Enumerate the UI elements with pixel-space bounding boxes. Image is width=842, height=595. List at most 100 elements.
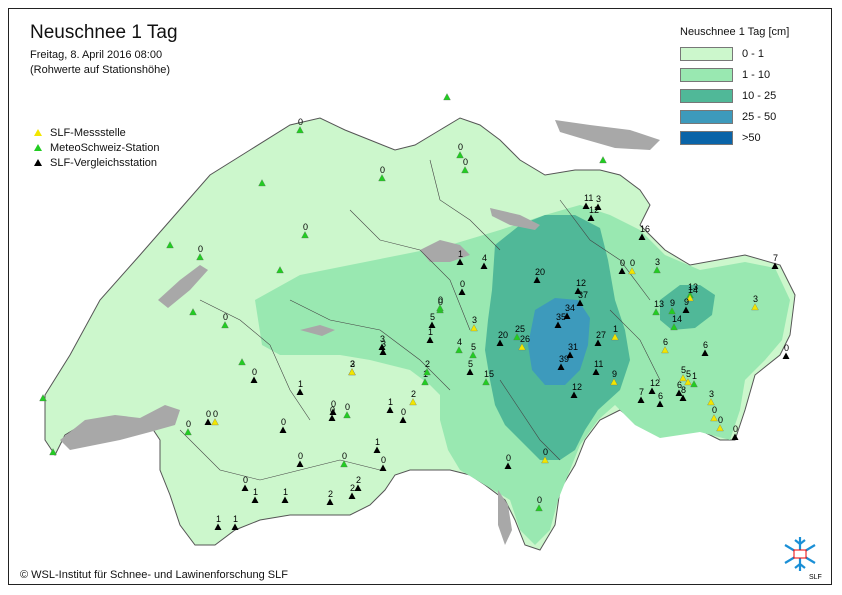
station-value: 35 <box>556 312 566 322</box>
station-marker <box>656 400 664 407</box>
station-marker <box>378 343 386 350</box>
station-value: 0 <box>463 157 468 167</box>
station-value: 0 <box>223 312 228 322</box>
station-marker <box>504 462 512 469</box>
station-value: 6 <box>663 337 668 347</box>
station-value: 0 <box>380 165 385 175</box>
station-value: 2 <box>425 359 430 369</box>
lake-lucerne <box>420 240 470 262</box>
station-marker <box>276 266 284 274</box>
station-marker <box>731 433 739 440</box>
station-value: 1 <box>253 487 258 497</box>
station-marker <box>343 411 351 419</box>
station-value: 0 <box>401 407 406 417</box>
station-marker <box>328 414 336 421</box>
station-legend-item: MeteoSchweiz-Station <box>34 140 159 155</box>
station-value: 0 <box>252 367 257 377</box>
station-marker <box>533 276 541 283</box>
station-marker <box>251 496 259 503</box>
station-marker <box>196 253 204 261</box>
station-marker <box>592 368 600 375</box>
station-marker <box>421 378 429 386</box>
station-value: 12 <box>650 378 660 388</box>
station-marker <box>566 351 574 358</box>
station-marker <box>301 231 309 239</box>
zone-10-25-east <box>660 285 715 330</box>
station-value: 5 <box>430 312 435 322</box>
station-marker <box>455 346 463 354</box>
station-value: 1 <box>233 514 238 524</box>
legend-item: 10 - 25 <box>680 85 789 106</box>
station-value: 0 <box>718 415 723 425</box>
station-marker <box>574 287 582 294</box>
legend-item: >50 <box>680 127 789 148</box>
station-marker <box>594 203 602 210</box>
legend-label: 1 - 10 <box>742 68 771 81</box>
station-marker <box>281 496 289 503</box>
snow-legend: Neuschnee 1 Tag [cm] 0 - 1 1 - 10 10 - 2… <box>680 26 789 148</box>
station-marker <box>204 418 212 425</box>
station-value: 1 <box>428 327 433 337</box>
lake-maggiore <box>498 490 512 545</box>
station-value: 20 <box>535 267 545 277</box>
station-marker <box>329 408 337 415</box>
station-value: 0 <box>733 424 738 434</box>
station-value: 3 <box>753 294 758 304</box>
station-value: 3 <box>596 194 601 204</box>
station-marker <box>682 306 690 313</box>
station-marker <box>409 398 417 406</box>
station-marker <box>576 299 584 306</box>
station-marker <box>628 267 636 275</box>
station-marker <box>710 414 718 422</box>
station-value: 0 <box>186 419 191 429</box>
station-marker <box>423 368 431 376</box>
station-marker <box>443 93 451 101</box>
station-value: 0 <box>198 244 203 254</box>
legend-label: 0 - 1 <box>742 47 765 60</box>
station-value: 4 <box>457 337 462 347</box>
station-value: 3 <box>709 389 714 399</box>
station-value: 1 <box>613 324 618 334</box>
station-value: 0 <box>460 279 465 289</box>
station-value: 1 <box>283 487 288 497</box>
station-value: 12 <box>576 278 586 288</box>
station-value: 34 <box>565 303 575 313</box>
station-marker <box>771 262 779 269</box>
station-value: 16 <box>640 224 650 234</box>
station-value: 5 <box>681 365 686 375</box>
station-value: 0 <box>543 447 548 457</box>
station-marker <box>373 446 381 453</box>
station-marker <box>39 394 47 402</box>
station-marker <box>469 351 477 359</box>
station-marker <box>751 303 759 311</box>
lake-zurich <box>490 208 540 230</box>
logo-text: SLF <box>809 574 822 581</box>
station-value: 12 <box>589 205 599 215</box>
station-value: 3 <box>380 334 385 344</box>
station-marker <box>378 174 386 182</box>
station-value: 0 <box>342 451 347 461</box>
triangle-icon <box>34 129 42 136</box>
station-marker <box>456 151 464 159</box>
lake-geneva <box>60 405 180 450</box>
station-marker <box>354 484 362 491</box>
station-marker <box>456 258 464 265</box>
station-marker <box>296 126 304 134</box>
station-value: 13 <box>654 299 664 309</box>
lake-thun <box>300 325 335 336</box>
legend-title: Neuschnee 1 Tag [cm] <box>680 26 790 38</box>
station-value: 7 <box>639 387 644 397</box>
legend-item: 25 - 50 <box>680 106 789 127</box>
station-marker <box>166 241 174 249</box>
station-value: 6 <box>677 380 682 390</box>
station-marker <box>513 333 521 341</box>
station-value: 0 <box>303 222 308 232</box>
station-marker <box>679 394 687 401</box>
station-value: 0 <box>298 451 303 461</box>
station-value: 0 <box>537 495 542 505</box>
station-value: 0 <box>331 399 336 409</box>
station-value: 0 <box>712 405 717 415</box>
station-value: 2 <box>350 359 355 369</box>
legend-label: 10 - 25 <box>742 89 777 102</box>
station-marker <box>554 321 562 328</box>
